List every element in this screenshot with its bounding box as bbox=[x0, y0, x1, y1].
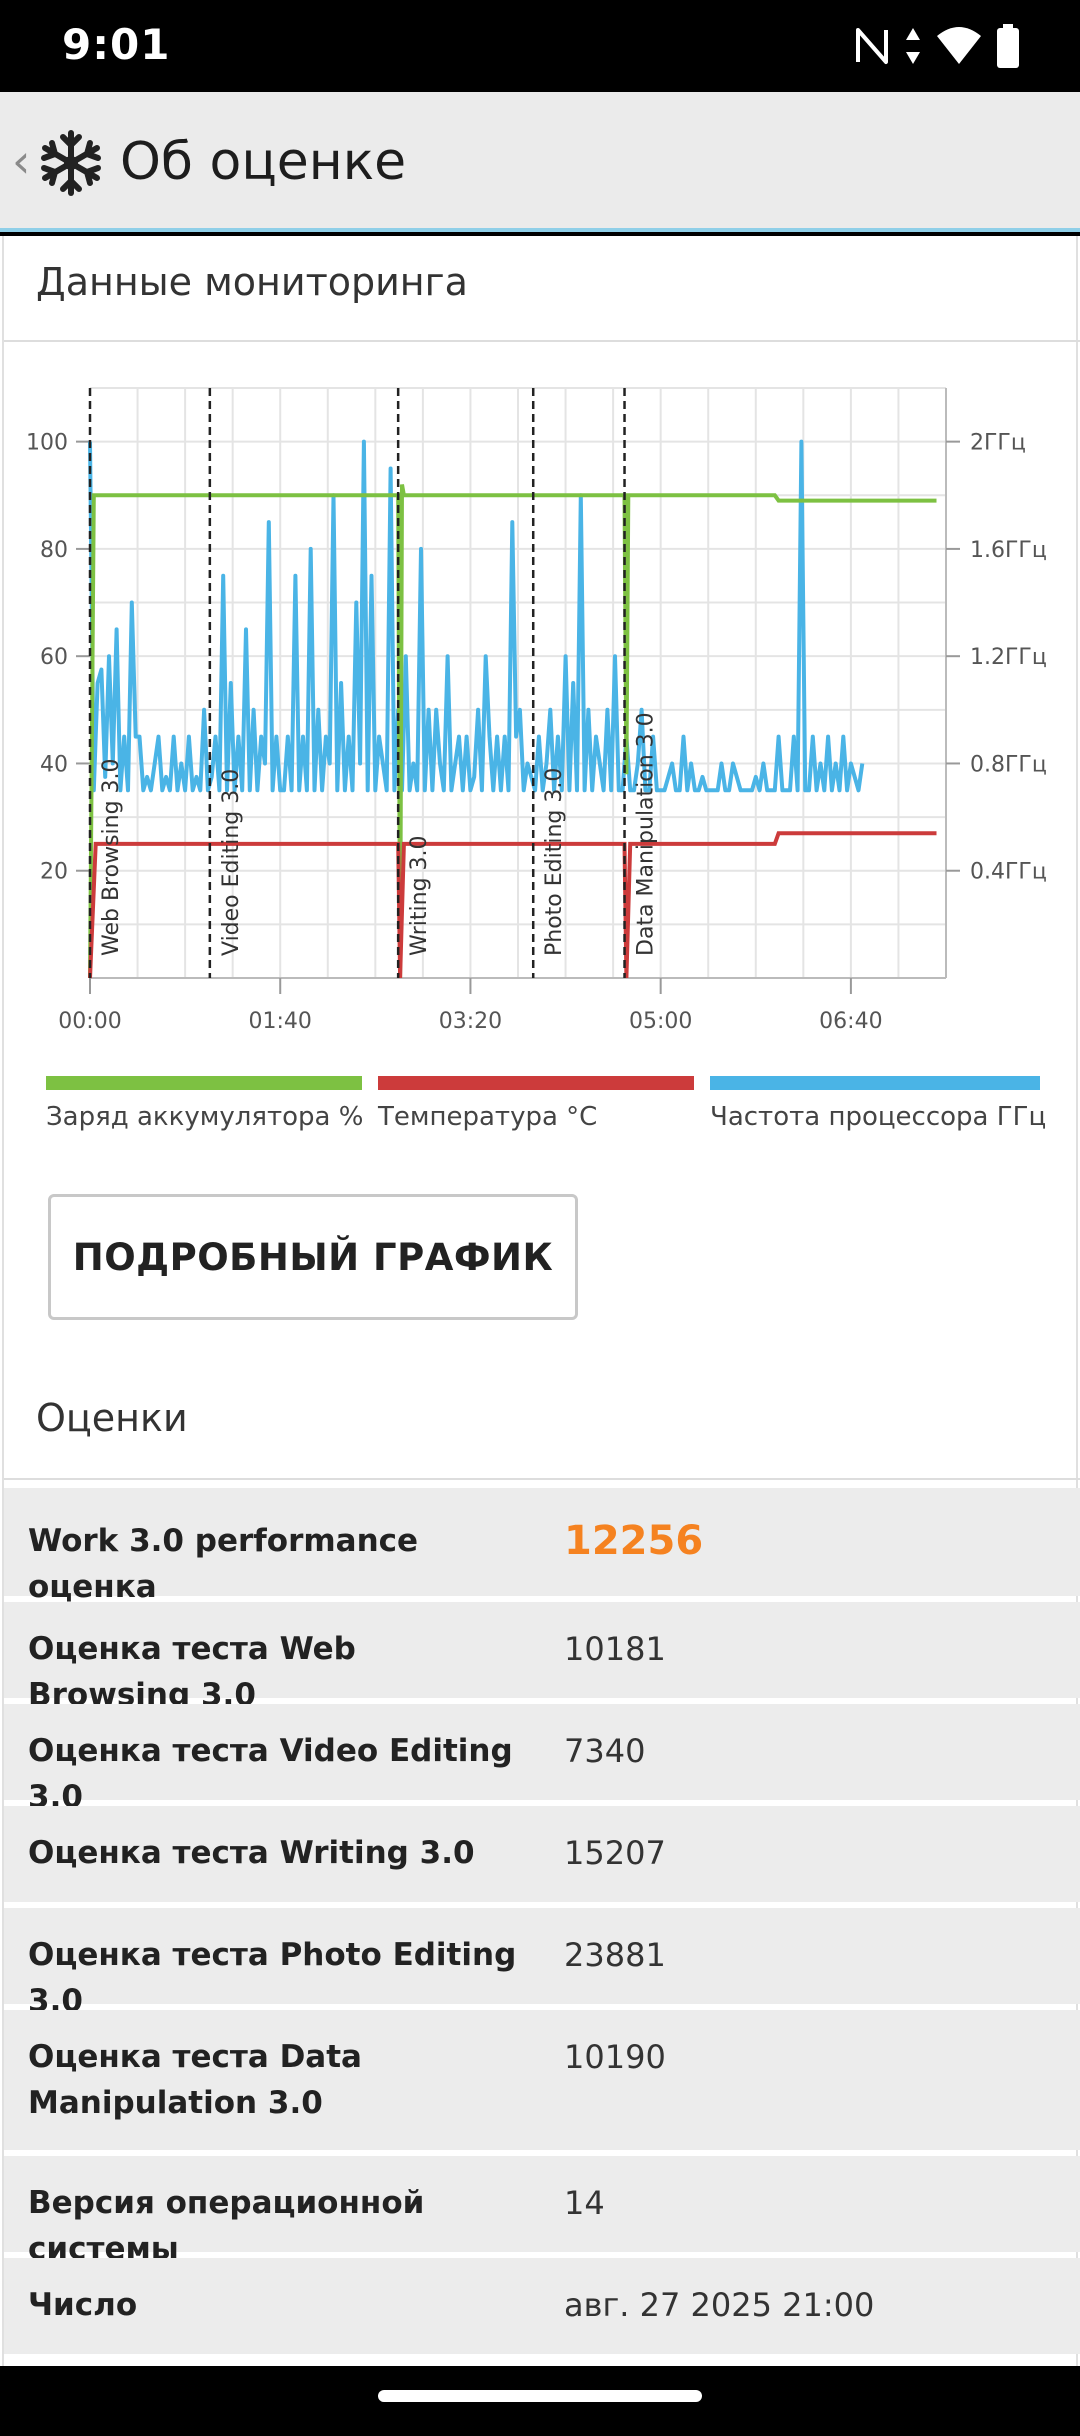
score-label: Оценка теста Video Editing 3.0 bbox=[28, 1733, 513, 1815]
snowflake-icon bbox=[41, 130, 101, 196]
y-tick-label: 60 bbox=[40, 645, 68, 670]
phase-marker-label: Photo Editing 3.0 bbox=[542, 768, 567, 956]
score-value: 10181 bbox=[564, 1630, 666, 1668]
legend-temperature: Температура °C bbox=[378, 1076, 694, 1156]
score-value: 7340 bbox=[564, 1732, 646, 1770]
content-area[interactable]: Данные мониторинга 20 40 60 80 100 0.4ГГц 0.8Г… bbox=[0, 236, 1080, 2366]
monitoring-chart[interactable]: 20 40 60 80 100 0.4ГГц 0.8ГГц 1.2ГГц 1.6ГГц 2ГГц 0… bbox=[4, 356, 1080, 1056]
score-row: Оценка теста Writing 3.0 15207 bbox=[4, 1806, 1080, 1902]
legend-cpu: Частота процессора ГГц bbox=[710, 1076, 1047, 1156]
y2-tick-label: 0.4ГГц bbox=[970, 860, 1047, 885]
legend-battery-label: Заряд аккумулятора % bbox=[46, 1102, 364, 1132]
divider bbox=[4, 1478, 1080, 1480]
main-score-value: 12256 bbox=[564, 1518, 704, 1564]
detailed-chart-button[interactable]: ПОДРОБНЫЙ ГРАФИК bbox=[48, 1194, 578, 1320]
legend-cpu-label: Частота процессора ГГц bbox=[710, 1102, 1047, 1132]
score-label: Оценка теста Photo Editing 3.0 bbox=[28, 1937, 517, 2019]
status-icons bbox=[854, 22, 1020, 70]
legend-cpu-swatch bbox=[710, 1076, 1040, 1090]
legend-battery-swatch bbox=[46, 1076, 362, 1090]
x-tick-label: 01:40 bbox=[249, 1009, 312, 1034]
app-bar: ‹ Об оценке bbox=[0, 92, 1080, 232]
phase-marker-label: Writing 3.0 bbox=[407, 835, 432, 956]
cpu-frequency-line bbox=[88, 439, 865, 793]
y2-tick-label: 1.6ГГц bbox=[970, 538, 1047, 563]
phase-marker-label: Data Manipulation 3.0 bbox=[634, 712, 659, 956]
score-value: 23881 bbox=[564, 1936, 666, 1974]
page-title: Об оценке bbox=[120, 132, 407, 192]
score-value: 14 bbox=[564, 2184, 605, 2222]
monitoring-title: Данные мониторинга bbox=[36, 260, 468, 304]
score-label: Число bbox=[28, 2287, 138, 2323]
result-card: Данные мониторинга 20 40 60 80 100 0.4ГГц 0.8Г… bbox=[2, 236, 1080, 2366]
legend-battery: Заряд аккумулятора % bbox=[46, 1076, 364, 1156]
score-row: Work 3.0 performance оценка 12256 bbox=[4, 1488, 1080, 1605]
scores-table: Work 3.0 performance оценка 12256 Оценка т… bbox=[4, 1488, 1080, 2360]
score-row: Версия операционной системы 14 bbox=[4, 2156, 1080, 2267]
nfc-icon bbox=[856, 28, 888, 64]
score-value: авг. 27 2025 21:00 bbox=[564, 2286, 875, 2324]
scores-title: Оценки bbox=[36, 1396, 188, 1440]
battery-line bbox=[88, 484, 937, 979]
status-time: 9:01 bbox=[62, 20, 171, 69]
data-arrows-icon bbox=[906, 28, 920, 64]
score-label: Оценка теста Data Manipulation 3.0 bbox=[28, 2039, 362, 2121]
y-tick-label: 20 bbox=[40, 860, 68, 885]
score-value: 10190 bbox=[564, 2038, 666, 2076]
temperature-line bbox=[88, 831, 937, 979]
score-label: Work 3.0 performance оценка bbox=[28, 1523, 419, 1605]
score-value: 15207 bbox=[564, 1834, 666, 1872]
status-bar: 9:01 bbox=[0, 0, 1080, 92]
back-button[interactable]: ‹ bbox=[12, 134, 31, 188]
x-tick-label: 06:40 bbox=[819, 1009, 882, 1034]
y2-tick-label: 0.8ГГц bbox=[970, 752, 1047, 777]
x-tick-label: 03:20 bbox=[439, 1009, 502, 1034]
x-tick-label: 00:00 bbox=[58, 1009, 121, 1034]
y2-tick-label: 1.2ГГц bbox=[970, 645, 1047, 670]
y2-tick-label: 2ГГц bbox=[970, 431, 1026, 456]
score-label: Оценка теста Writing 3.0 bbox=[28, 1835, 475, 1871]
y-tick-label: 40 bbox=[40, 752, 68, 777]
divider bbox=[4, 340, 1080, 342]
score-row: Оценка теста Data Manipulation 3.0 10190 bbox=[4, 2010, 1080, 2150]
legend-temperature-label: Температура °C bbox=[378, 1102, 598, 1132]
home-handle[interactable] bbox=[378, 2390, 702, 2402]
legend-temperature-swatch bbox=[378, 1076, 694, 1090]
x-tick-label: 05:00 bbox=[629, 1009, 692, 1034]
wifi-icon bbox=[937, 27, 981, 64]
score-row: Оценка теста Photo Editing 3.0 23881 bbox=[4, 1908, 1080, 2019]
score-row: Оценка теста Web Browsing 3.0 10181 bbox=[4, 1602, 1080, 1713]
score-row: Число авг. 27 2025 21:00 bbox=[4, 2258, 1080, 2354]
phase-marker-label: Web Browsing 3.0 bbox=[99, 758, 124, 956]
navigation-bar bbox=[0, 2366, 1080, 2436]
y-tick-label: 80 bbox=[40, 538, 68, 563]
y-tick-label: 100 bbox=[26, 431, 68, 456]
phase-marker-label: Video Editing 3.0 bbox=[219, 769, 244, 956]
score-row: Оценка теста Video Editing 3.0 7340 bbox=[4, 1704, 1080, 1815]
battery-icon bbox=[997, 24, 1019, 68]
